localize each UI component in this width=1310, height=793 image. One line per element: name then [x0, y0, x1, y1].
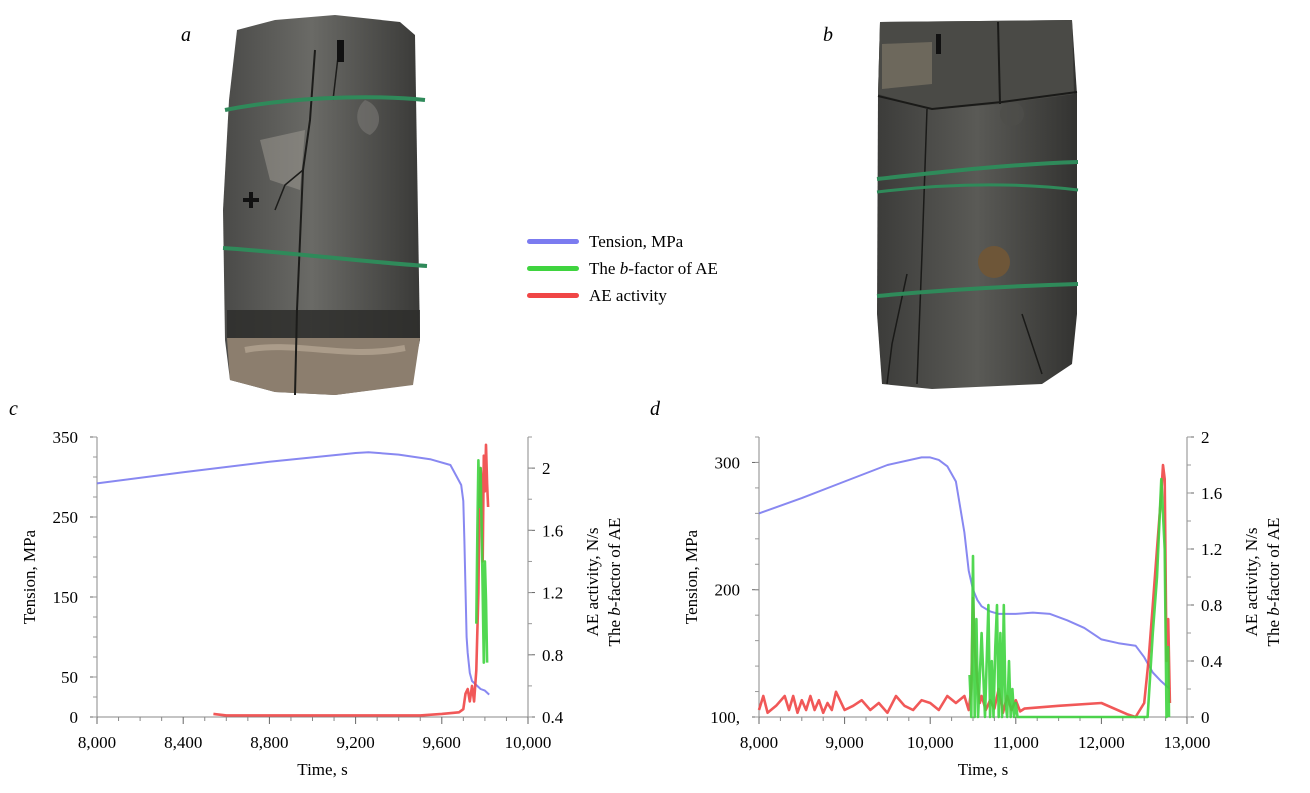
x-tick-label: 10,000 [907, 733, 954, 752]
y-axis-label-right-bfactor-pre: The [1264, 616, 1283, 647]
x-tick-label: 9,200 [336, 733, 374, 752]
y-axis-label-right-bfactor-italic: b [605, 607, 624, 616]
x-tick-label: 10,000 [505, 733, 552, 752]
y-right-tick-label: 0.4 [1201, 652, 1223, 671]
y-axis-label-right-bfactor-pre: The [605, 616, 624, 647]
chart-c: 8,000 8,400 8,800 9,200 9,600 10,000 0 50 150 250… [20, 428, 624, 779]
y-axis-label-right-bfactor-post: -factor of AE [605, 518, 624, 608]
panel-label-b: b [823, 24, 833, 46]
y-left-tick-label: 350 [53, 428, 79, 447]
legend-swatch-tension [527, 239, 579, 244]
legend-item-ae: AE activity [527, 282, 718, 309]
series-line-bfactor [968, 477, 1171, 719]
series-line-tension [96, 451, 490, 696]
x-tick-label: 12,000 [1078, 733, 1125, 752]
x-tick-label: 8,800 [250, 733, 288, 752]
x-tick-label: 8,000 [740, 733, 778, 752]
y-axis-label-right-bfactor: The b-factor of AE [1264, 518, 1283, 647]
y-axis-label-right-ae: AE activity, N/s [1242, 528, 1261, 637]
rock-specimen-photo-b [876, 20, 1079, 389]
chart-d: 8,000 9,000 10,000 11,000 12,000 13,000100,20… [682, 428, 1283, 779]
y-left-tick-label: 200 [715, 581, 741, 600]
y-left-tick-label: 300 [715, 453, 741, 472]
series-line-ae [213, 443, 490, 717]
panel-label-c: c [9, 398, 18, 420]
y-right-tick-label: 1.2 [1201, 540, 1222, 559]
x-axis-label: Time, s [297, 760, 347, 779]
legend-label-bfactor: The b-factor of AE [589, 258, 718, 278]
y-right-tick-label: 0.4 [542, 708, 564, 727]
series-line-tension [758, 456, 1171, 690]
y-axis-label-left: Tension, MPa [20, 529, 39, 624]
series-line-bfactor [475, 458, 489, 664]
y-axis-label-right-ae: AE activity, N/s [583, 528, 602, 637]
series-line-ae [757, 463, 1172, 719]
legend-label-ae: AE activity [589, 285, 667, 305]
y-right-tick-label: 2 [542, 459, 551, 478]
x-tick-label: 9,600 [423, 733, 461, 752]
y-right-tick-label: 0.8 [542, 646, 563, 665]
y-axis-label-left: Tension, MPa [682, 529, 701, 624]
x-tick-label: 13,000 [1164, 733, 1211, 752]
legend-swatch-ae [527, 293, 579, 298]
y-left-tick-label: 50 [61, 668, 78, 687]
y-left-tick-label: 0 [70, 708, 79, 727]
panel-label-d: d [650, 398, 660, 420]
panel-label-a: a [181, 24, 191, 46]
y-right-tick-label: 2 [1201, 428, 1210, 447]
x-tick-label: 9,000 [825, 733, 863, 752]
y-left-tick-label: 100, [710, 708, 740, 727]
x-tick-label: 8,400 [164, 733, 202, 752]
y-right-tick-label: 1.6 [1201, 484, 1222, 503]
legend-swatch-bfactor [527, 266, 579, 271]
rock-specimen-photo-a [222, 15, 428, 396]
y-right-tick-label: 0 [1201, 708, 1210, 727]
legend-item-tension: Tension, MPa [527, 228, 718, 255]
y-axis-label-right-bfactor-post: -factor of AE [1264, 518, 1283, 608]
y-axis-label-right-bfactor-italic: b [1264, 607, 1283, 616]
legend-item-bfactor: The b-factor of AE [527, 255, 718, 282]
x-tick-label: 8,000 [78, 733, 116, 752]
legend: Tension, MPa The b-factor of AE AE activ… [527, 228, 718, 309]
y-right-tick-label: 0.8 [1201, 596, 1222, 615]
x-tick-label: 11,000 [993, 733, 1039, 752]
x-axis-label: Time, s [958, 760, 1008, 779]
y-left-tick-label: 250 [53, 508, 79, 527]
y-right-tick-label: 1.2 [542, 584, 563, 603]
legend-label-tension: Tension, MPa [589, 231, 684, 251]
y-axis-label-right-bfactor: The b-factor of AE [605, 518, 624, 647]
y-right-tick-label: 1.6 [542, 521, 563, 540]
y-left-tick-label: 150 [53, 588, 79, 607]
